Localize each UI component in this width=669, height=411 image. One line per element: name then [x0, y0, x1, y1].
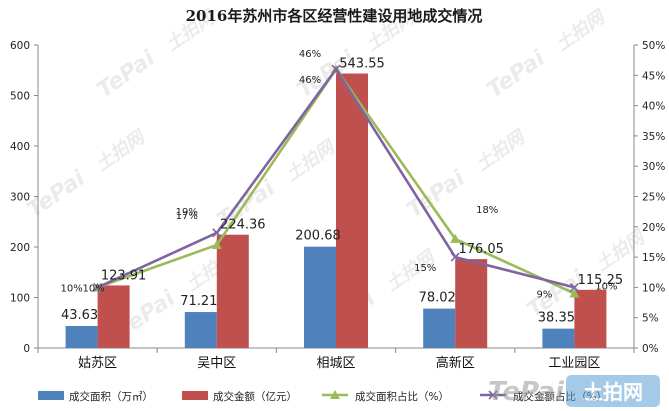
- data-labels: 43.63 71.21 200.68 78.02 38.35 123.91 224.36 54…: [60, 49, 623, 325]
- legend-item: 成交面积占比（%）: [322, 390, 449, 403]
- legend-marker: [330, 390, 340, 399]
- x-tick-label: 吴中区: [197, 356, 236, 371]
- tepai-logo: TePai 土拍网: [488, 375, 660, 407]
- y2-tick-label: 0%: [642, 343, 659, 355]
- bar: [216, 234, 249, 348]
- watermark-cn: 土拍网: [282, 136, 341, 186]
- legend-label: 成交面积（万㎡）: [69, 390, 153, 403]
- legend-label: 成交金额（亿元）: [213, 390, 297, 403]
- line-point: [211, 239, 222, 249]
- bar: [97, 285, 130, 348]
- watermark-cn: 土拍网: [552, 6, 611, 56]
- bar: [304, 246, 336, 348]
- y2-tick-label: 30%: [642, 161, 665, 173]
- x-tick-label: 姑苏区: [78, 355, 117, 371]
- y2-tick-label: 20%: [642, 222, 665, 234]
- y-tick-label: 300: [10, 192, 30, 204]
- legend-swatch: [38, 391, 64, 400]
- bar: [542, 328, 575, 348]
- bar-data-label: 71.21: [180, 294, 217, 309]
- legend-label: 成交面积占比（%）: [355, 390, 449, 403]
- y-tick-label: 100: [10, 293, 30, 305]
- bar-data-label: 115.25: [578, 273, 624, 288]
- watermark-cn: 土拍网: [472, 126, 531, 176]
- bars: [65, 73, 607, 348]
- watermark-brand: TePai: [23, 166, 90, 224]
- watermark-logo: TePai 土拍网: [488, 375, 660, 407]
- tepai-logo-cn: 土拍网: [583, 380, 643, 404]
- line-point: [450, 252, 460, 262]
- line-data-label: 19%: [176, 207, 198, 218]
- watermark-brand: TePai: [93, 46, 160, 104]
- x-tick-label: 相城区: [316, 356, 355, 371]
- bar: [336, 73, 368, 348]
- bar: [423, 308, 456, 348]
- watermark-brand: TePai: [403, 166, 470, 224]
- y2-tick-label: 35%: [642, 131, 665, 143]
- bar-data-label: 43.63: [61, 308, 98, 323]
- bar-data-label: 123.91: [101, 268, 147, 283]
- line-data-label: 46%: [299, 49, 321, 60]
- y2-tick-label: 25%: [642, 192, 665, 204]
- legend-marker: [488, 390, 498, 400]
- bar: [574, 289, 607, 348]
- line-data-label: 18%: [476, 205, 498, 216]
- y2-tick-label: 45%: [642, 70, 665, 82]
- tepai-logo-badge: [566, 375, 660, 407]
- line-data-label: 15%: [414, 263, 436, 274]
- y2-tick-label: 40%: [642, 101, 665, 113]
- line-data-label: 10%: [60, 283, 82, 294]
- lines: [92, 64, 580, 298]
- y2-tick-label: 10%: [642, 282, 665, 294]
- y-tick-label: 600: [10, 40, 30, 52]
- legend: 成交面积（万㎡） 成交金额（亿元） 成交面积占比（%） 成交金额占比（%）: [38, 390, 607, 403]
- line-data-label: 9%: [536, 289, 552, 300]
- line-data-label: 17%: [176, 211, 198, 222]
- bar-data-label: 543.55: [339, 57, 385, 72]
- line-point: [212, 228, 222, 238]
- bar-data-label: 38.35: [538, 311, 575, 326]
- line-data-label: 46%: [299, 75, 321, 86]
- x-tick-label: 高新区: [436, 355, 475, 371]
- y-tick-label: 400: [10, 141, 30, 153]
- line-point: [450, 233, 461, 243]
- tepai-logo-brand: TePai: [488, 377, 565, 407]
- bar-data-label: 200.68: [295, 229, 341, 244]
- y2-tick-label: 50%: [642, 40, 665, 52]
- line-point: [569, 282, 579, 292]
- bar-data-label: 176.05: [458, 242, 504, 257]
- legend-item: 成交面积（万㎡）: [38, 390, 153, 403]
- chart-title: 2016年苏州市各区经营性建设用地成交情况: [186, 7, 483, 25]
- watermark-cn: 土拍网: [92, 126, 151, 176]
- bar: [455, 259, 488, 348]
- line-point: [331, 64, 341, 74]
- line-point: [93, 282, 103, 292]
- y2-tick-label: 5%: [642, 313, 659, 325]
- bar: [65, 325, 98, 348]
- x-tick-label: 工业园区: [548, 356, 600, 371]
- legend-item: 成交金额（亿元）: [182, 390, 297, 403]
- line-data-label: 10%: [82, 283, 104, 294]
- watermark-brand: TePai: [483, 46, 550, 104]
- y2-tick-label: 15%: [642, 252, 665, 264]
- bar-data-label: 78.02: [419, 291, 456, 306]
- y-tick-label: 500: [10, 91, 30, 103]
- bar: [184, 312, 217, 348]
- legend-swatch: [182, 391, 208, 400]
- y-tick-label: 0: [23, 343, 30, 355]
- bar-data-label: 224.36: [220, 218, 266, 233]
- line-point: [569, 288, 580, 298]
- line-data-label: 10%: [595, 281, 617, 292]
- y-tick-label: 200: [10, 242, 30, 254]
